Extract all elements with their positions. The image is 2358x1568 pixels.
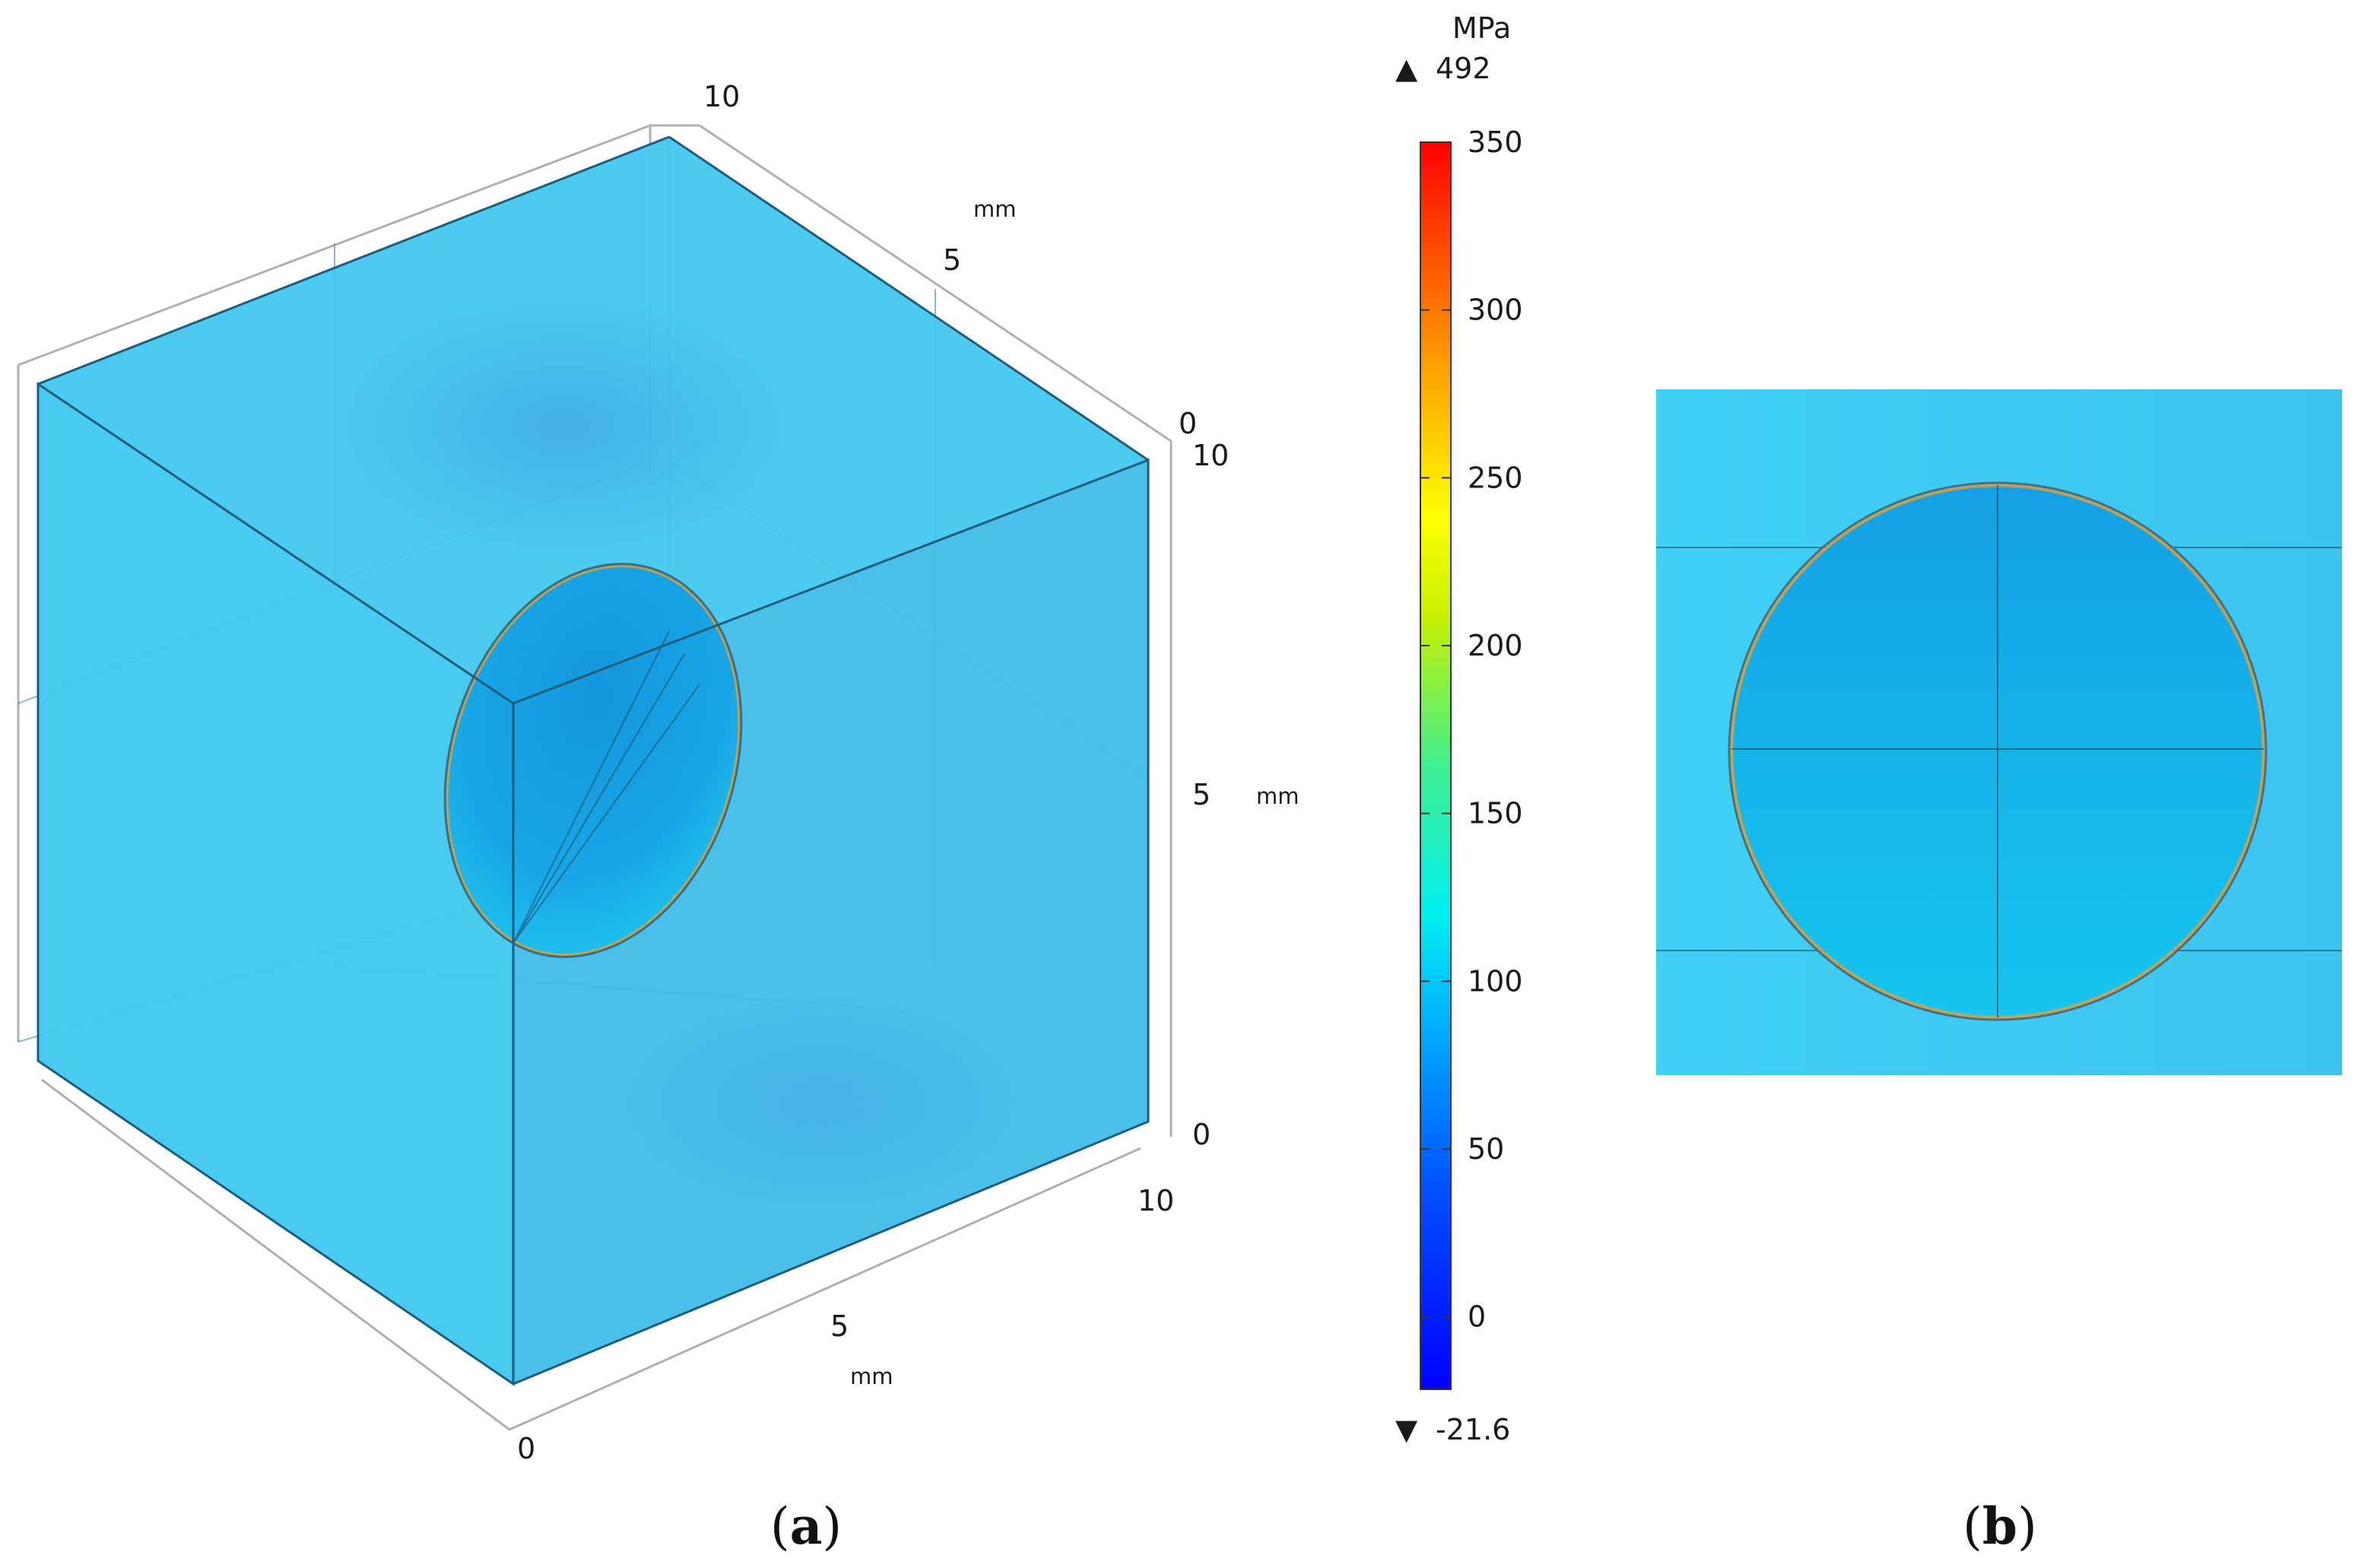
depth-tick-10: 10: [703, 80, 740, 113]
colorbar-tick-label: 50: [1468, 1132, 1504, 1166]
caption-a: (a): [770, 1497, 842, 1556]
colorbar-max-value: 492: [1436, 52, 1491, 85]
colorbar-ticks: 350 300 250 200 150 100 50 0: [1420, 125, 1523, 1334]
height-tick-0: 0: [1192, 1118, 1211, 1151]
depth-tick-5: 5: [943, 243, 961, 277]
front-edges: [36, 135, 1150, 1386]
colorbar-min-value: -21.6: [1436, 1413, 1510, 1446]
caption-b: (b): [1963, 1497, 2037, 1556]
cube-left-face: [38, 384, 513, 1384]
width-tick-5: 5: [830, 1309, 849, 1343]
inclusion-outline: [1728, 481, 2268, 1021]
colorbar: MPa ▲ 492 350 300 250 200 150 100 50 0 ▼ -21.6: [1395, 11, 1523, 1446]
colorbar-tick-label: 150: [1468, 797, 1523, 830]
colorbar-gradient: [1420, 141, 1452, 1390]
depth-tick-0: 0: [1179, 407, 1197, 440]
colorbar-tick-label: 100: [1468, 964, 1523, 998]
height-tick-10: 10: [1192, 439, 1229, 472]
width-unit-label: mm: [850, 1363, 893, 1389]
panel-a-cube: 10 mm 5 0 10 5 mm 0 10 5 mm 0 (a): [17, 80, 1300, 1556]
width-tick-0: 0: [517, 1432, 535, 1465]
inclusion-lines: [513, 630, 700, 944]
colorbar-min-marker: ▼: [1395, 1413, 1418, 1446]
colorbar-tick-label: 300: [1468, 294, 1523, 327]
panel-b-section: (b): [1656, 389, 2342, 1556]
colorbar-tick-label: 0: [1468, 1300, 1486, 1334]
colorbar-tick-label: 250: [1468, 461, 1523, 494]
width-tick-10: 10: [1138, 1184, 1174, 1217]
top-face-shade: [335, 297, 791, 555]
colorbar-unit: MPa: [1452, 11, 1511, 45]
depth-unit-label: mm: [973, 196, 1017, 222]
colorbar-max-marker: ▲: [1395, 52, 1418, 85]
colorbar-tick-label: 350: [1468, 125, 1523, 159]
height-unit-label: mm: [1256, 783, 1300, 809]
colorbar-tick-label: 200: [1468, 629, 1523, 662]
spherical-inclusion: [443, 563, 743, 958]
right-face-shade: [624, 996, 1019, 1209]
height-tick-5: 5: [1192, 778, 1211, 811]
